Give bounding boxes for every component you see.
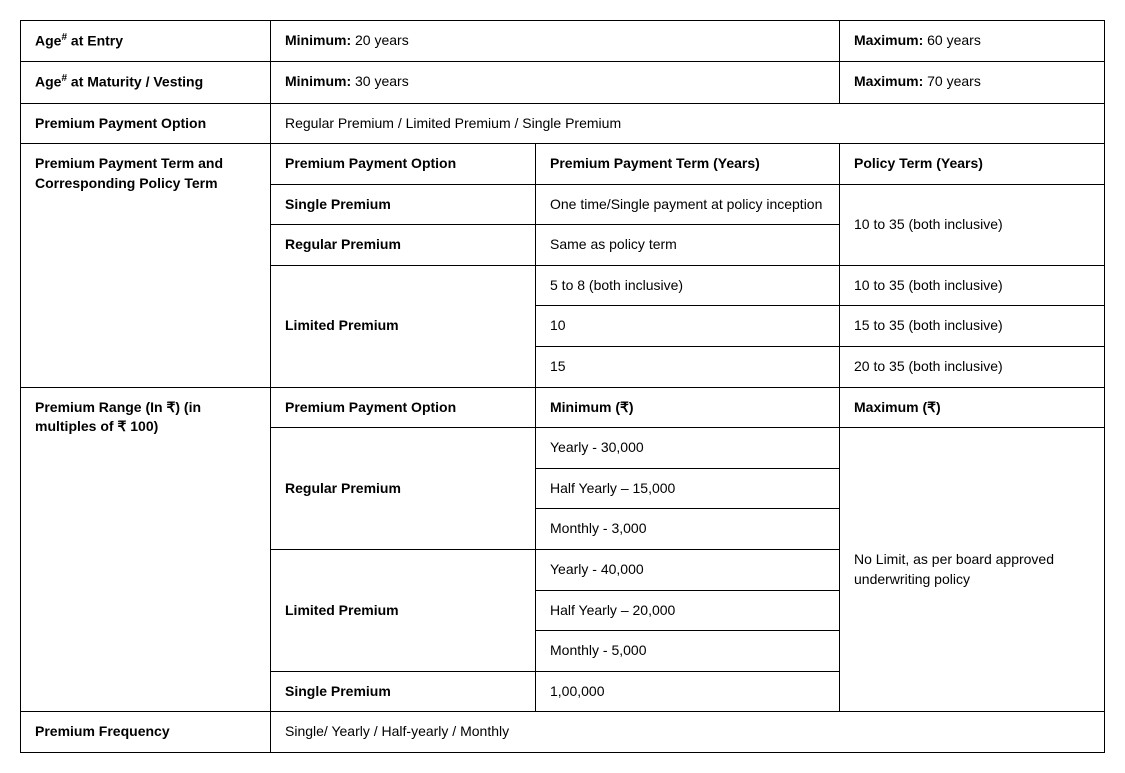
label: Minimum: xyxy=(285,73,355,89)
label: Maximum: xyxy=(854,32,927,48)
cell-age-maturity-max: Maximum: 70 years xyxy=(840,62,1105,103)
text: at Maturity / Vesting xyxy=(67,74,203,90)
ppt-regular-term: Same as policy term xyxy=(536,225,840,266)
prange-sp-v: 1,00,000 xyxy=(536,671,840,712)
value: 20 years xyxy=(355,32,409,48)
prange-lp-opt: Limited Premium xyxy=(271,550,536,672)
prange-max: No Limit, as per board approved underwri… xyxy=(840,428,1105,712)
ppt-lp-t3: 15 xyxy=(536,347,840,388)
value: 30 years xyxy=(355,73,409,89)
prange-h1: Premium Payment Option xyxy=(271,387,536,428)
cell-age-maturity-min: Minimum: 30 years xyxy=(271,62,840,103)
prange-rp-v3: Monthly - 3,000 xyxy=(536,509,840,550)
ppt-limited-opt: Limited Premium xyxy=(271,265,536,387)
ppt-single-term: One time/Single payment at policy incept… xyxy=(536,184,840,225)
text: at Entry xyxy=(67,33,123,49)
label-ppt: Premium Payment Term and Corresponding P… xyxy=(21,144,271,388)
prange-lp-v2: Half Yearly – 20,000 xyxy=(536,590,840,631)
row-age-entry: Age# at Entry Minimum: 20 years Maximum:… xyxy=(21,21,1105,62)
prange-lp-v1: Yearly - 40,000 xyxy=(536,550,840,591)
cell-ppo-value: Regular Premium / Limited Premium / Sing… xyxy=(271,103,1105,144)
label-freq: Premium Frequency xyxy=(21,712,271,753)
ppt-h1: Premium Payment Option xyxy=(271,144,536,185)
row-age-maturity: Age# at Maturity / Vesting Minimum: 30 y… xyxy=(21,62,1105,103)
prange-rp-v2: Half Yearly – 15,000 xyxy=(536,468,840,509)
ppt-lp-p2: 15 to 35 (both inclusive) xyxy=(840,306,1105,347)
cell-freq-value: Single/ Yearly / Half-yearly / Monthly xyxy=(271,712,1105,753)
label-prange: Premium Range (In ₹) (in multiples of ₹ … xyxy=(21,387,271,712)
prange-lp-v3: Monthly - 5,000 xyxy=(536,631,840,672)
ppt-lp-t1: 5 to 8 (both inclusive) xyxy=(536,265,840,306)
prange-rp-opt: Regular Premium xyxy=(271,428,536,550)
row-prange-header: Premium Range (In ₹) (in multiples of ₹ … xyxy=(21,387,1105,428)
prange-rp-v1: Yearly - 30,000 xyxy=(536,428,840,469)
ppt-h2: Premium Payment Term (Years) xyxy=(536,144,840,185)
text: Age xyxy=(35,33,61,49)
label: Maximum: xyxy=(854,73,927,89)
value: 70 years xyxy=(927,73,981,89)
value: 60 years xyxy=(927,32,981,48)
row-ppt-header: Premium Payment Term and Corresponding P… xyxy=(21,144,1105,185)
ppt-lp-p3: 20 to 35 (both inclusive) xyxy=(840,347,1105,388)
policy-spec-table: Age# at Entry Minimum: 20 years Maximum:… xyxy=(20,20,1105,753)
label: Minimum: xyxy=(285,32,355,48)
row-freq: Premium Frequency Single/ Yearly / Half-… xyxy=(21,712,1105,753)
ppt-regular-opt: Regular Premium xyxy=(271,225,536,266)
label-ppo: Premium Payment Option xyxy=(21,103,271,144)
cell-age-entry-max: Maximum: 60 years xyxy=(840,21,1105,62)
label-age-maturity: Age# at Maturity / Vesting xyxy=(21,62,271,103)
ppt-policy-10-35: 10 to 35 (both inclusive) xyxy=(840,184,1105,265)
prange-h2: Minimum (₹) xyxy=(536,387,840,428)
cell-age-entry-min: Minimum: 20 years xyxy=(271,21,840,62)
text: Age xyxy=(35,74,61,90)
ppt-lp-p1: 10 to 35 (both inclusive) xyxy=(840,265,1105,306)
row-ppo: Premium Payment Option Regular Premium /… xyxy=(21,103,1105,144)
ppt-h3: Policy Term (Years) xyxy=(840,144,1105,185)
label-age-entry: Age# at Entry xyxy=(21,21,271,62)
prange-h3: Maximum (₹) xyxy=(840,387,1105,428)
prange-sp-opt: Single Premium xyxy=(271,671,536,712)
ppt-lp-t2: 10 xyxy=(536,306,840,347)
ppt-single-opt: Single Premium xyxy=(271,184,536,225)
